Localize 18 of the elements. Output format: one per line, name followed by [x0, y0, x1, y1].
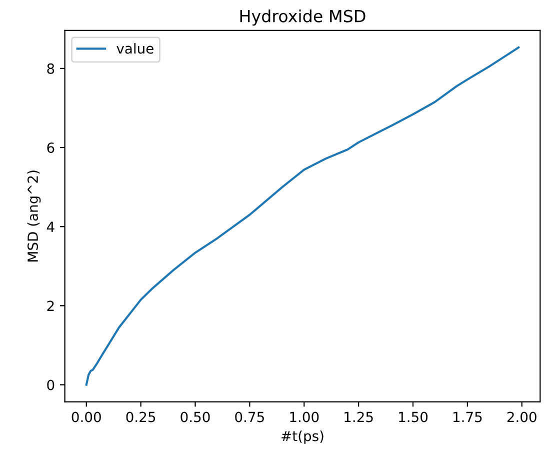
x-axis-title: #t(ps) [282, 430, 324, 444]
y-axis-title: MSD (ang^2) [27, 170, 41, 262]
x-tick-label: 1.50 [399, 412, 428, 422]
x-tick-label: 1.75 [453, 412, 482, 422]
legend-label: value [116, 42, 154, 54]
x-tick-label: 0.75 [235, 412, 264, 422]
x-tick-label: 0.50 [180, 412, 210, 422]
x-tick-label: 2.00 [507, 412, 536, 422]
x-tick-label: 0.00 [72, 412, 101, 422]
x-tick-label: 0.25 [126, 412, 156, 422]
y-tick-label: 8 [47, 63, 54, 74]
y-tick-label: 4 [46, 222, 54, 232]
x-tick-label: 1.00 [290, 412, 319, 422]
y-tick-label: 6 [47, 142, 54, 153]
y-tick-label: 0 [47, 380, 54, 390]
y-tick-label: 2 [47, 300, 54, 311]
x-tick-label: 1.25 [344, 412, 373, 422]
chart-title: Hydroxide MSD [240, 9, 366, 26]
